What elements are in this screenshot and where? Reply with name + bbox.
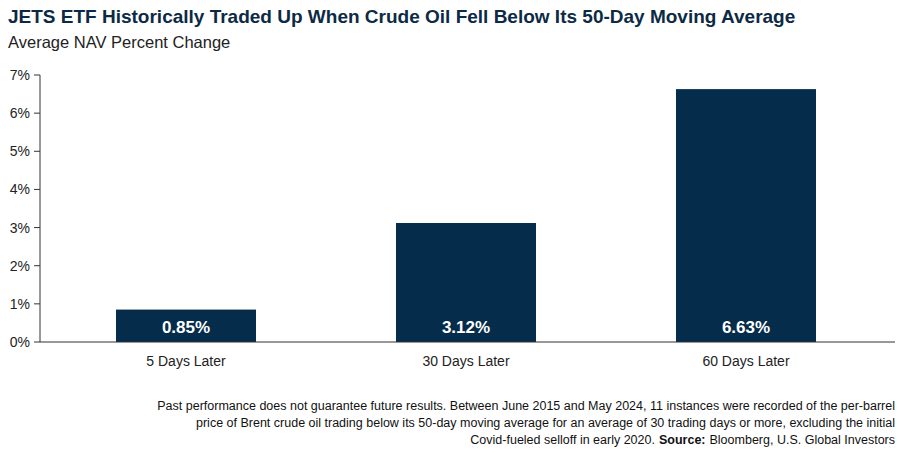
title: JETS ETF Historically Traded Up When Cru…	[8, 6, 795, 27]
y-tick-label: 2%	[10, 258, 30, 274]
footnote: Past performance does not guarantee futu…	[157, 399, 895, 413]
y-tick	[34, 113, 40, 114]
footnote-text: Past performance does not guarantee futu…	[157, 399, 895, 413]
y-tick-label: 0%	[10, 334, 30, 350]
y-tick-label: 5%	[10, 143, 30, 159]
y-tick	[34, 303, 40, 304]
bar	[396, 223, 536, 342]
y-axis	[40, 75, 41, 342]
y-tick	[34, 75, 40, 76]
chart-container: JETS ETF Historically Traded Up When Cru…	[0, 0, 900, 452]
y-tick-label: 3%	[10, 220, 30, 236]
labels: 5 Days Later 0.85% 30 Days Later 3.12% 60 Da…	[146, 318, 790, 369]
y-tick	[34, 189, 40, 190]
bars	[116, 89, 816, 342]
y-tick	[34, 265, 40, 266]
subtitle: Average NAV Percent Change	[8, 33, 230, 51]
source-label: Source:	[659, 433, 706, 447]
y-tick	[34, 227, 40, 228]
chart-svg: JETS ETF Historically Traded Up When Cru…	[0, 0, 900, 452]
y-tick	[34, 151, 40, 152]
y-tick-label: 6%	[10, 105, 30, 121]
footnote-text: Covid-fueled selloff in early 2020.	[470, 433, 655, 447]
bar	[676, 89, 816, 342]
x-tick-label: 60 Days Later	[702, 353, 789, 369]
x-tick-label: 30 Days Later	[422, 353, 509, 369]
data-label: 3.12%	[442, 318, 490, 337]
data-label: 0.85%	[162, 318, 210, 337]
y-tick-label: 7%	[10, 67, 30, 83]
x-axis	[40, 341, 895, 342]
footnote-text: price of Brent crude oil trading below i…	[196, 416, 895, 430]
y-tick-label: 1%	[10, 296, 30, 312]
bar	[116, 310, 256, 342]
y-tick	[34, 342, 40, 343]
source: Bloomberg, U.S. Global Investors	[710, 433, 896, 447]
footnote: Covid-fueled selloff in early 2020. Sourc…	[470, 433, 895, 447]
y-tick-label: 4%	[10, 181, 30, 197]
x-tick-label: 5 Days Later	[146, 353, 226, 369]
data-label: 6.63%	[722, 318, 770, 337]
footnote: price of Brent crude oil trading below i…	[196, 416, 895, 430]
